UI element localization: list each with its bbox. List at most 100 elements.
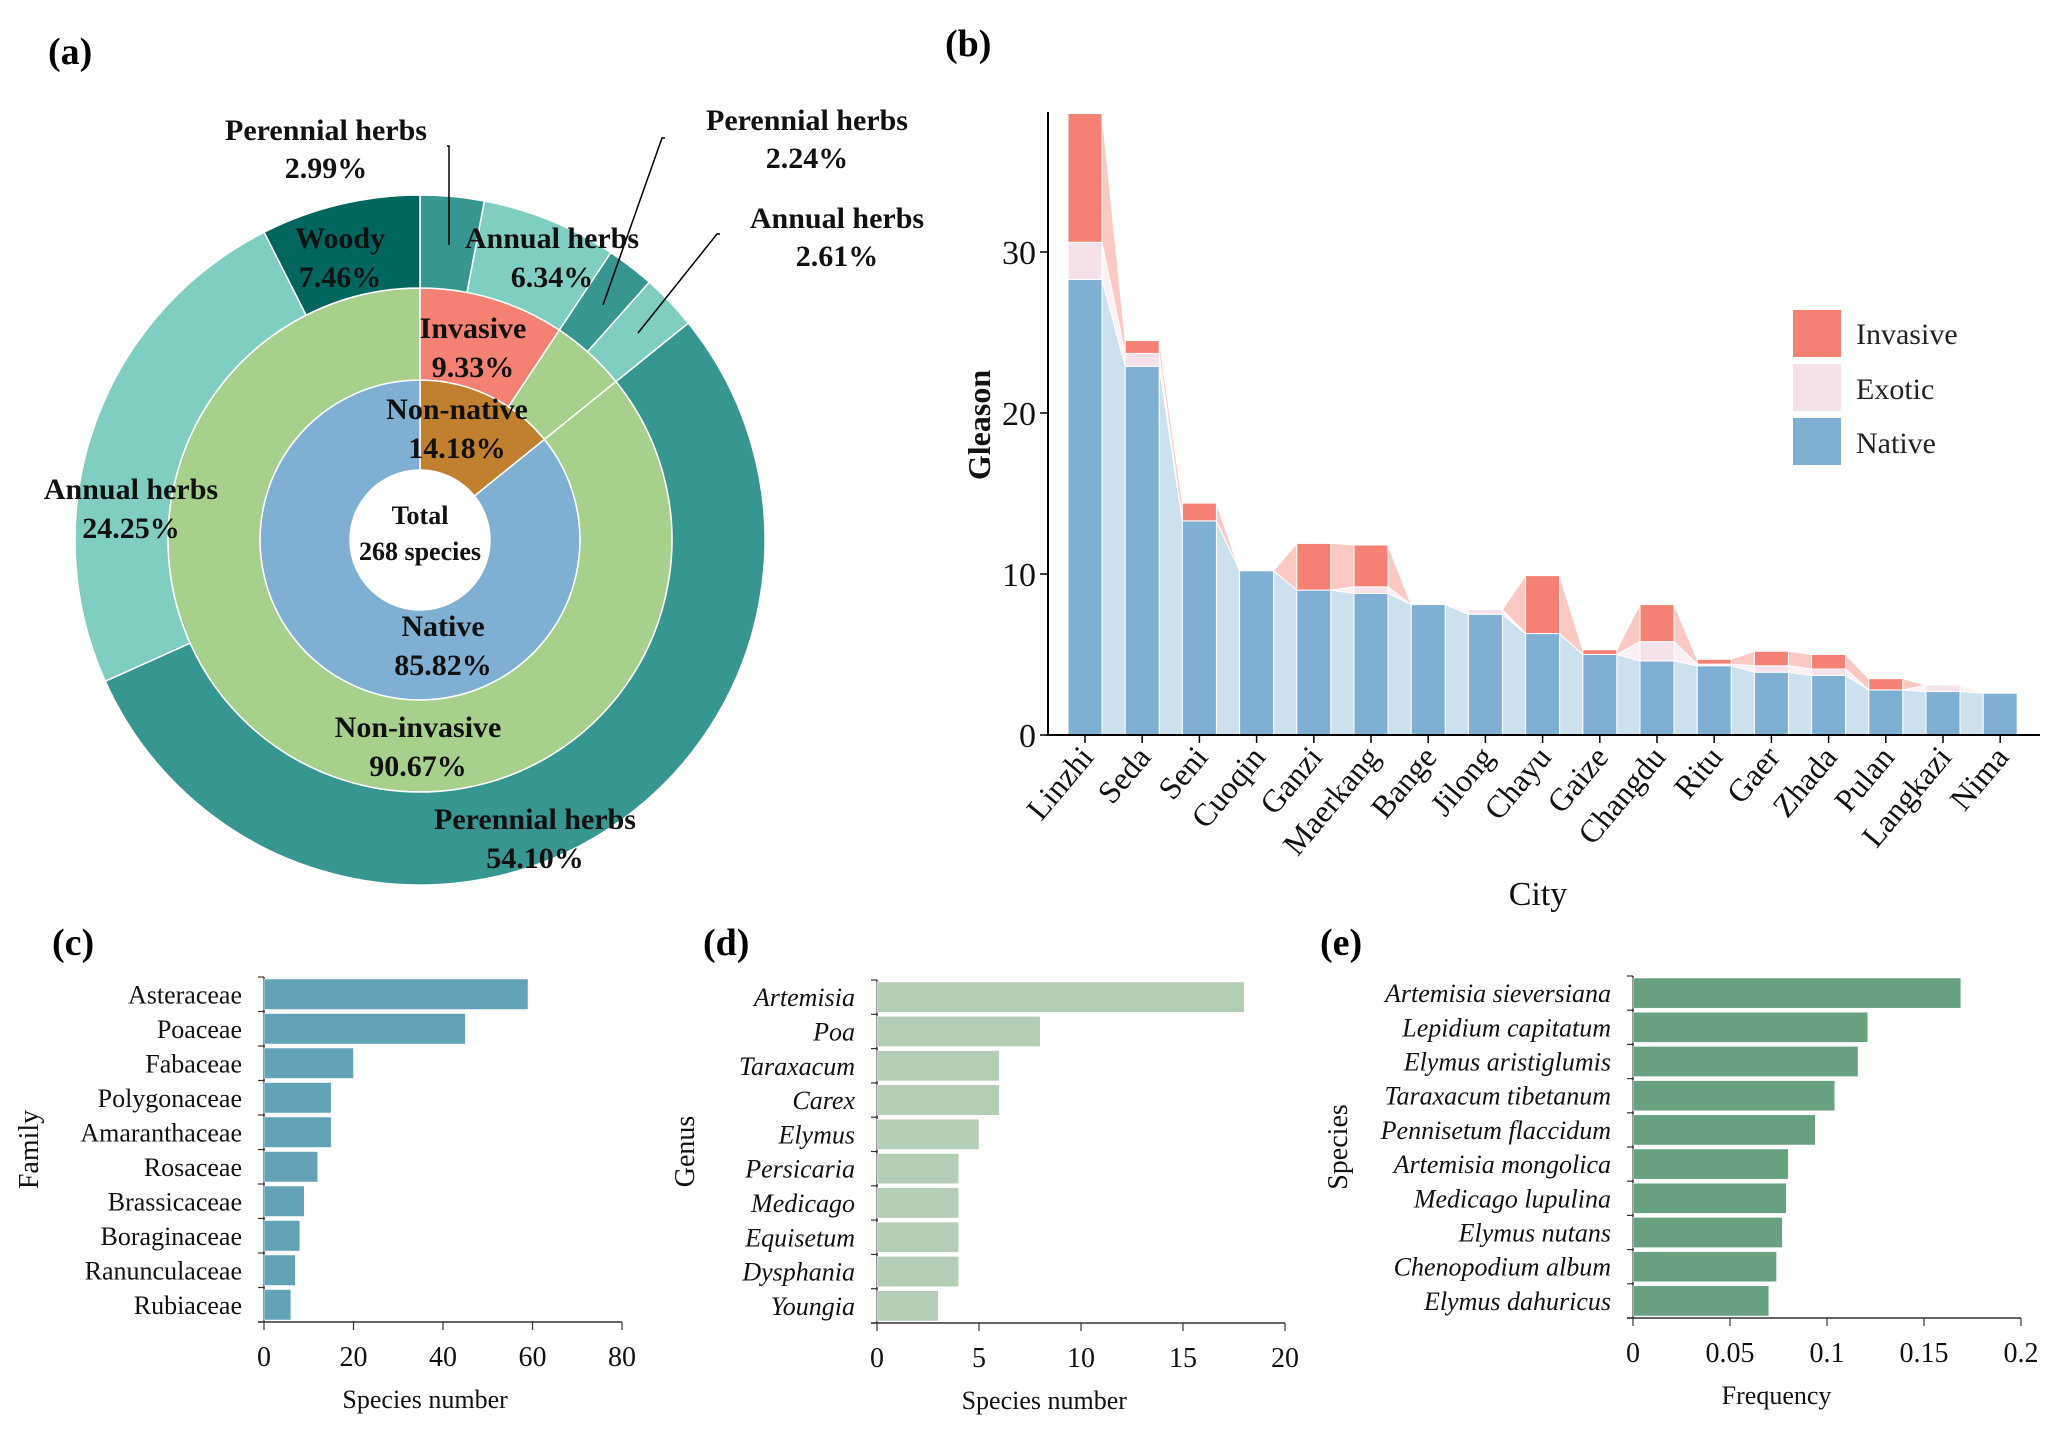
bar-exotic-seda: [1124, 352, 1160, 367]
genus-bar-chart: Artemisia Poa Taraxacum Carex Elymus Persicar…: [670, 979, 1299, 1415]
category-label-elymus-nutans: Elymus nutans: [1458, 1219, 1611, 1248]
label-perennial-54-10: Perennial herbs: [434, 803, 636, 836]
flow-native-ganzi-to-maerkang: [1330, 589, 1355, 736]
label-annual-6-34: Annual herbs: [465, 222, 639, 255]
y-tick-label-10: 10: [1002, 557, 1036, 594]
category-label-elymus: Elymus: [777, 1120, 855, 1149]
bar-poa: [876, 1016, 1041, 1047]
sunburst-rings: [74, 194, 766, 886]
flow-native-gaer-to-zhada: [1787, 671, 1813, 736]
panel-label-e: (e): [1320, 922, 1362, 964]
bar-invasive-ritu: [1696, 658, 1732, 665]
x-tick-label-80: 80: [608, 1342, 636, 1373]
bar-invasive-gaize: [1582, 649, 1618, 655]
category-label-medicago-lupulina: Medicago lupulina: [1413, 1184, 1611, 1213]
value-non-native: 14.18%: [408, 432, 506, 465]
category-label-rubiaceae: Rubiaceae: [134, 1291, 242, 1320]
category-label-pennisetum-flaccidum: Pennisetum flaccidum: [1380, 1116, 1611, 1145]
category-label-poa: Poa: [812, 1017, 855, 1046]
legend-label-invasive: Invasive: [1856, 318, 1958, 351]
bar-exotic-jilong: [1467, 608, 1503, 615]
bar-native-pulan: [1868, 689, 1904, 736]
bar-youngia: [876, 1290, 939, 1322]
y-tick-label-0: 0: [1019, 718, 1036, 755]
bar-invasive-pulan: [1868, 678, 1904, 691]
flow-native-maerkang-to-bange: [1387, 592, 1412, 736]
bar-native-linzhi: [1067, 278, 1103, 736]
y-tick-label-30: 30: [1002, 235, 1036, 272]
bar-pennisetum-flaccidum: [1632, 1114, 1816, 1146]
bar-native-seni: [1181, 520, 1217, 736]
bar-medicago-lupulina: [1632, 1182, 1787, 1214]
bar-taraxacum: [876, 1050, 1000, 1082]
bar-amaranthaceae: [263, 1116, 332, 1148]
panel-label-d: (d): [703, 922, 749, 964]
bar-invasive-seni: [1181, 502, 1217, 522]
category-label-elymus-dahuricus: Elymus dahuricus: [1423, 1287, 1611, 1316]
x-axis-title: Species number: [962, 1386, 1128, 1415]
leader-line-annual-2-61: [637, 233, 720, 334]
bar-native-jilong: [1467, 613, 1503, 736]
value-annual-6-34: 6.34%: [511, 261, 594, 294]
category-label-youngia: Youngia: [771, 1292, 855, 1321]
flow-native-jilong-to-chayu: [1501, 613, 1527, 736]
bar-native-maerkang: [1353, 592, 1389, 736]
category-label-artemisia-sieversiana: Artemisia sieversiana: [1383, 979, 1611, 1008]
x-axis-title: Species number: [342, 1385, 508, 1414]
category-label-equisetum: Equisetum: [744, 1223, 855, 1252]
bar-invasive-maerkang: [1353, 544, 1389, 588]
center-total-label: Total: [392, 501, 449, 530]
center-species-count: 268 species: [359, 537, 481, 566]
y-axis-title: Gleason: [961, 370, 997, 480]
flow-invasive-gaer-to-zhada: [1787, 650, 1813, 670]
category-label-rosaceae: Rosaceae: [144, 1153, 242, 1182]
flow-native-cuoqin-to-ganzi: [1273, 569, 1298, 736]
sunburst-leader-lines: [447, 137, 720, 334]
bar-native-ritu: [1696, 665, 1732, 736]
flow-invasive-ritu-to-gaer: [1730, 650, 1755, 667]
x-tick-label-20: 20: [340, 1342, 368, 1373]
bar-invasive-gaer: [1753, 650, 1789, 667]
legend-label-exotic: Exotic: [1856, 373, 1934, 406]
x-tick-label-0-15: 0.15: [1900, 1338, 1949, 1369]
x-tick-label-seda: Seda: [1090, 739, 1158, 810]
leader-line-perennial-2-99: [447, 145, 450, 245]
category-label-brassicaceae: Brassicaceae: [108, 1187, 242, 1216]
label-non-invasive: Non-invasive: [335, 711, 502, 744]
bar-native-ganzi: [1296, 589, 1332, 736]
category-label-taraxacum: Taraxacum: [739, 1052, 855, 1081]
flow-native-bange-to-jilong: [1444, 603, 1469, 736]
x-tick-label-10: 10: [1067, 1343, 1095, 1374]
bar-artemisia-sieversiana: [1632, 977, 1962, 1009]
y-axis-title: Genus: [670, 1116, 701, 1188]
bar-asteraceae: [263, 978, 529, 1010]
category-label-boraginaceae: Boraginaceae: [101, 1222, 242, 1251]
bar-rosaceae: [263, 1151, 318, 1183]
value-perennial-2-24: 2.24%: [766, 142, 849, 175]
value-perennial-54-10: 54.10%: [486, 842, 584, 875]
bar-ranunculaceae: [263, 1254, 296, 1286]
flow-native-seni-to-cuoqin: [1215, 520, 1241, 736]
bar-native-gaize: [1582, 654, 1618, 736]
value-perennial-2-99: 2.99%: [285, 152, 368, 185]
x-tick-label-0: 0: [1626, 1338, 1640, 1369]
stacked-bars: [1067, 113, 2018, 736]
center-hole: [350, 470, 490, 610]
bar-native-chayu: [1525, 633, 1561, 736]
x-tick-label-chayu: Chayu: [1477, 739, 1558, 826]
category-label-carex: Carex: [792, 1086, 855, 1115]
bar-polygonaceae: [263, 1082, 332, 1114]
y-tick-label-20: 20: [1002, 396, 1036, 433]
bar-dysphania: [876, 1256, 959, 1287]
flow-native-ritu-to-gaer: [1730, 665, 1755, 736]
bar-invasive-zhada: [1811, 654, 1847, 670]
flow-native-langkazi-to-nima: [1959, 690, 1984, 736]
slice-life_form-woody-6: [263, 194, 421, 317]
value-invasive: 9.33%: [432, 351, 515, 384]
bar-exotic-linzhi: [1067, 241, 1103, 280]
species-frequency-chart: Artemisia sieversiana Lepidium capitatum E…: [1323, 975, 2039, 1410]
bar-invasive-changdu: [1639, 604, 1675, 643]
bar-medicago: [876, 1187, 959, 1219]
legend-label-native: Native: [1856, 427, 1936, 460]
